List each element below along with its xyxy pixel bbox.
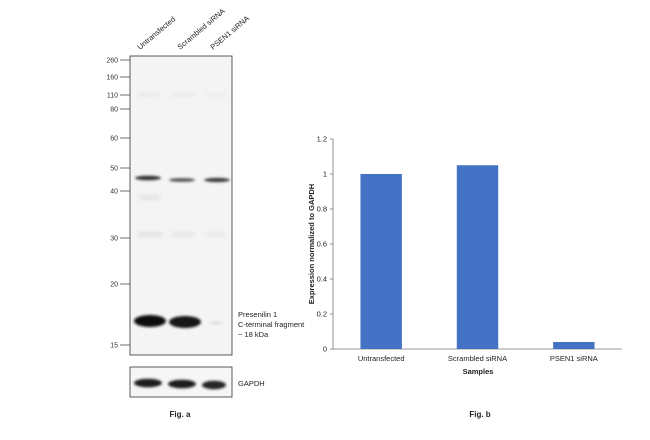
upper-band-lane-3 [204,177,230,183]
y-tick-label: 0 [323,345,327,354]
x-tick-labels: Untransfected Scrambled siRNA PSEN1 siRNA [358,354,598,363]
mw-marker-label: 20 [110,282,118,289]
blot-membrane [129,55,233,356]
mw-marker-label: 260 [106,58,118,65]
mw-marker-label: 50 [110,166,118,173]
gapdh-band-lane-1 [134,378,162,388]
x-tick-label: Scrambled siRNA [448,354,507,363]
mw-marker-label: 160 [106,75,118,82]
figure-a-caption: Fig. a [170,410,191,419]
mw-markers: 260 160 110 80 60 50 40 30 20 15 [106,58,130,350]
bar-chart: 0 0.2 0.4 0.6 0.8 1 1.2 Untransfected Scrambled… [307,135,622,419]
bar-scrambled-sirna [456,165,499,349]
gapdh-band-lane-3 [202,380,226,390]
y-ticks: 0 0.2 0.4 0.6 0.8 1 1.2 [317,135,333,354]
x-axis-title: Samples [463,367,494,376]
upper-bands [135,175,230,183]
gapdh-label: GAPDH [238,379,265,388]
y-tick-label: 1 [323,170,327,179]
y-tick-label: 0.2 [317,310,327,319]
mw-marker-label: 40 [110,189,118,196]
y-axis-title: Expression normalized to GAPDH [307,184,316,304]
y-axis: 0 0.2 0.4 0.6 0.8 1 1.2 [317,135,334,354]
mw-marker-label: 80 [110,107,118,114]
y-tick-label: 0.6 [317,240,327,249]
presenilin-band-lane-2 [169,316,201,328]
upper-band-lane-2 [169,178,195,182]
gapdh-bands [134,378,226,390]
bar-psen1-sirna [553,342,595,349]
gapdh-band-lane-2 [168,379,196,389]
bars [360,165,595,349]
y-tick-label: 1.2 [317,135,327,144]
x-tick-label: PSEN1 siRNA [550,354,598,363]
presenilin-band-lane-3 [210,321,222,325]
band-annotation-line-3: ~ 18 kDa [238,330,269,339]
mw-marker-label: 60 [110,136,118,143]
upper-band-lane-1 [135,175,161,181]
y-tick-label: 0.8 [317,205,327,214]
western-blot-panel: Untransfected Scrambled siRNA PSEN1 siRN… [106,7,305,419]
x-tick-label: Untransfected [358,354,405,363]
mw-marker-label: 30 [110,236,118,243]
lane-label-untransfected: Untransfected [136,15,178,52]
background-smears [138,94,226,236]
mw-marker-label: 15 [110,343,118,350]
band-annotation-line-1: Presenilin 1 [238,310,277,319]
band-annotation-line-2: C-terminal fragment [238,320,305,329]
bar-untransfected [360,174,402,349]
presenilin-band-lane-1 [134,315,166,327]
y-tick-label: 0.4 [317,275,327,284]
mw-marker-label: 110 [107,93,118,100]
figure-b-caption: Fig. b [469,410,490,419]
presenilin-bands [134,315,222,328]
